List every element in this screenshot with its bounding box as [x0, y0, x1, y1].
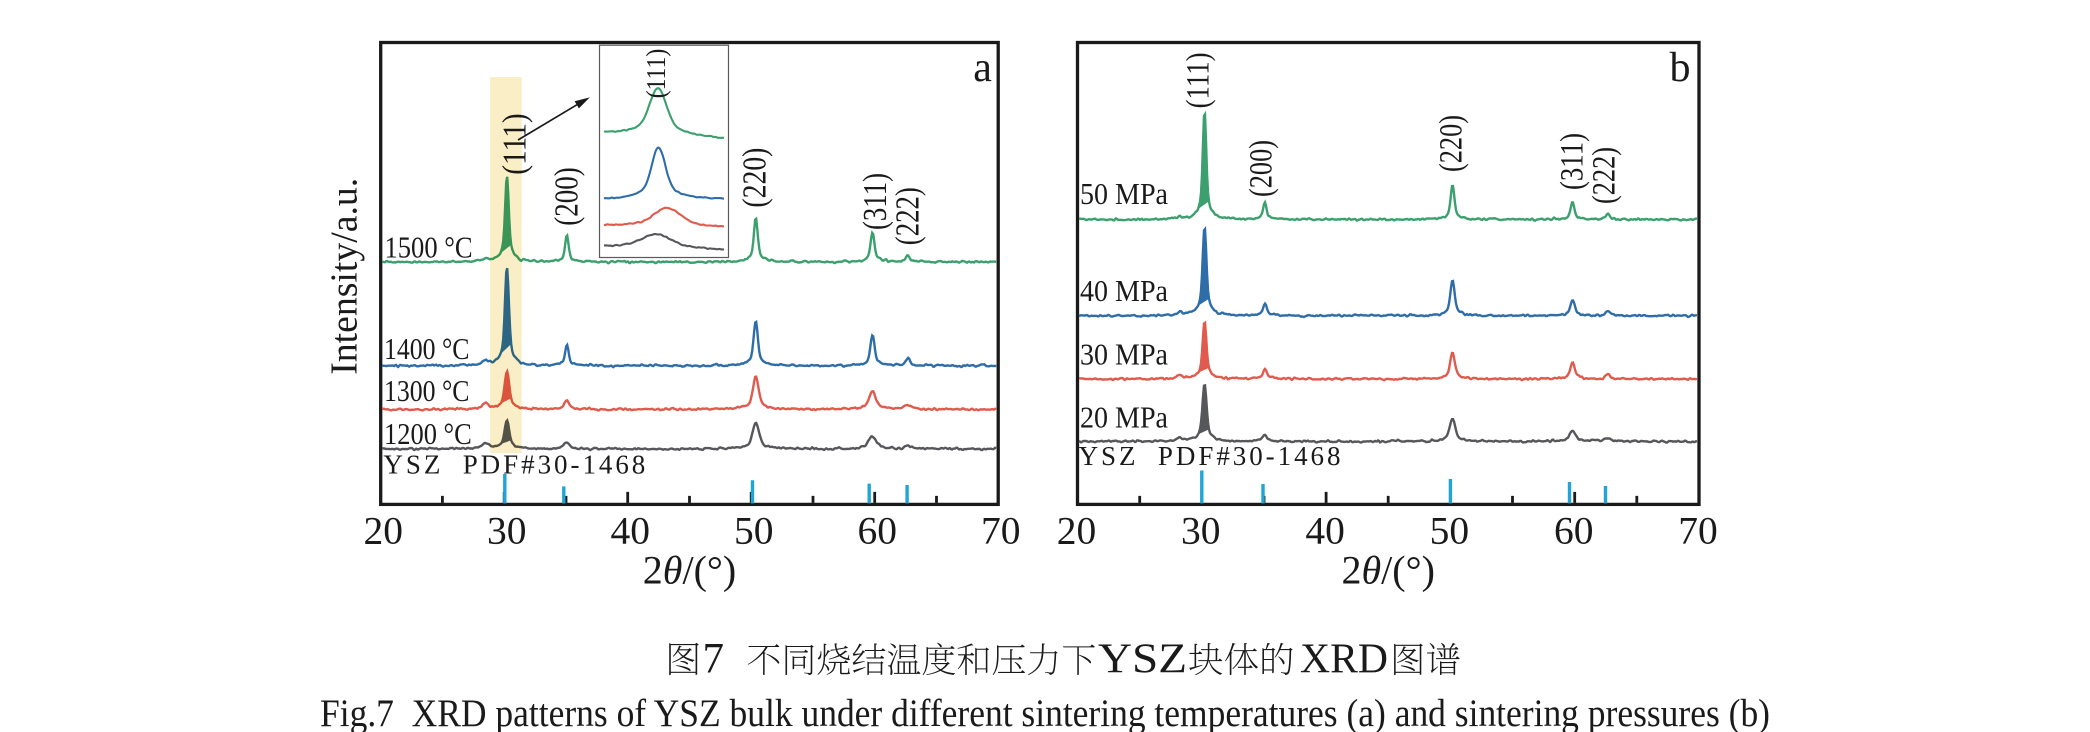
svg-text:20: 20 — [1057, 509, 1097, 553]
svg-text:1400 °C: 1400 °C — [384, 331, 470, 366]
svg-text:YSZ PDF#30-1468: YSZ PDF#30-1468 — [1079, 441, 1341, 471]
svg-text:a: a — [973, 45, 992, 91]
svg-text:XRD: XRD — [1300, 637, 1388, 683]
svg-text:30: 30 — [1181, 509, 1221, 553]
svg-text:(311): (311) — [1554, 133, 1590, 190]
svg-text:(222): (222) — [1586, 147, 1622, 204]
svg-text:Intensity/a.u.: Intensity/a.u. — [324, 178, 366, 375]
svg-text:20: 20 — [363, 509, 403, 553]
svg-text:(222): (222) — [889, 187, 926, 245]
svg-text:Fig.7 XRD patterns of YSZ bul: Fig.7 XRD patterns of YSZ bulk under dif… — [320, 692, 1770, 732]
svg-text:60: 60 — [1554, 509, 1594, 553]
svg-text:(200): (200) — [548, 167, 585, 225]
svg-text:30: 30 — [487, 509, 527, 553]
svg-text:40 MPa: 40 MPa — [1080, 273, 1168, 308]
svg-text:(220): (220) — [737, 148, 774, 208]
svg-text:30 MPa: 30 MPa — [1080, 337, 1168, 372]
svg-text:70: 70 — [1678, 509, 1718, 553]
svg-text:(111): (111) — [1180, 52, 1216, 108]
svg-text:40: 40 — [610, 509, 650, 553]
svg-text:2θ/(°): 2θ/(°) — [643, 548, 736, 593]
svg-text:1300 °C: 1300 °C — [384, 373, 470, 408]
svg-text:(111): (111) — [641, 49, 671, 99]
svg-text:70: 70 — [981, 509, 1021, 553]
svg-text:b: b — [1670, 45, 1691, 91]
svg-text:(220): (220) — [1433, 115, 1469, 172]
svg-text:50: 50 — [1430, 509, 1470, 553]
svg-text:60: 60 — [857, 509, 897, 553]
svg-text:2θ/(°): 2θ/(°) — [1341, 548, 1434, 593]
svg-text:7: 7 — [703, 636, 725, 683]
svg-text:YSZ: YSZ — [1098, 637, 1187, 683]
svg-text:20 MPa: 20 MPa — [1080, 399, 1168, 434]
svg-text:(200): (200) — [1243, 140, 1279, 197]
svg-text:50 MPa: 50 MPa — [1080, 176, 1168, 211]
svg-text:1200 °C: 1200 °C — [384, 416, 472, 451]
svg-text:50: 50 — [734, 509, 774, 553]
svg-text:40: 40 — [1305, 509, 1345, 553]
svg-text:YSZ PDF#30-1468: YSZ PDF#30-1468 — [383, 449, 645, 479]
svg-text:(311): (311) — [857, 173, 894, 230]
svg-text:1500 °C: 1500 °C — [385, 230, 473, 265]
